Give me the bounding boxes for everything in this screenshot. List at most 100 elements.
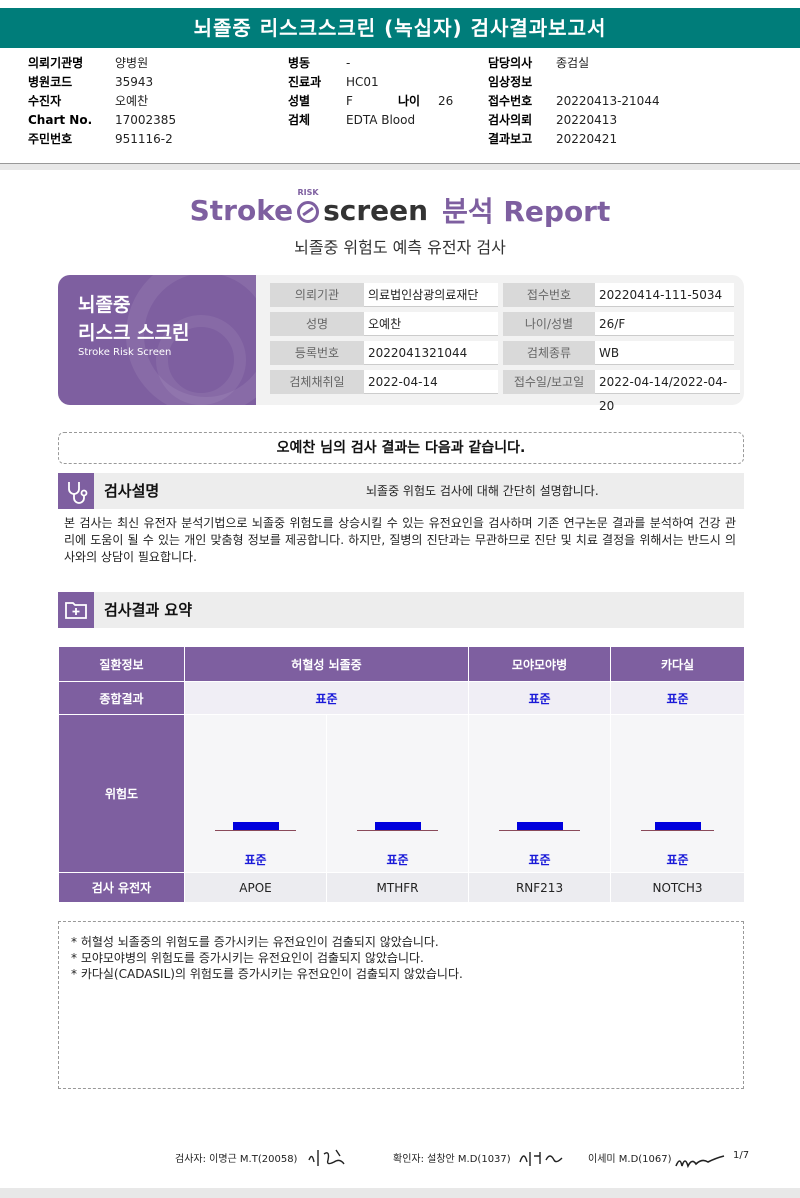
disease-ischemic-stroke: 허혈성 뇌졸중: [183, 646, 470, 682]
info-label: 검체채취일: [270, 370, 364, 394]
section-description-header: 검사설명 뇌졸중 위험도 검사에 대해 간단히 설명합니다.: [58, 473, 744, 509]
info-label: 등록번호: [270, 341, 364, 365]
header-key: 검사의뢰: [488, 113, 533, 127]
third-signature-icon: [675, 1155, 725, 1169]
header-key: 의뢰기관명: [28, 56, 84, 70]
section-description-summary: 뇌졸중 위험도 검사에 대해 간단히 설명합니다.: [366, 484, 599, 498]
table-header-genes: 검사 유전자: [58, 872, 185, 903]
header-key: 병동: [288, 56, 311, 70]
risk-level-bar: [654, 822, 701, 830]
header-value: EDTA Blood: [346, 113, 416, 127]
page-number: 1/7: [733, 1150, 750, 1161]
age-value: 26: [438, 94, 454, 108]
info-value: 오예찬: [364, 312, 498, 336]
section-result-title: 검사결과 요약: [104, 601, 193, 619]
header-value: 종검실: [556, 56, 590, 70]
gene-name: APOE: [184, 872, 327, 903]
header-col2: 병동 - 진료과 HC01 성별 F 나이 26 검체 EDTA Blood: [288, 54, 453, 130]
table-header-overall: 종합결과: [58, 681, 185, 715]
medical-folder-icon: [58, 592, 94, 628]
header-value: -: [346, 56, 351, 70]
info-label: 성명: [270, 312, 364, 336]
disease-cadasil: 카다실: [610, 646, 746, 682]
logo-risk: RISK: [297, 188, 319, 197]
info-label: 의뢰기관: [270, 283, 364, 307]
gene-name: RNF213: [468, 872, 612, 903]
header-value: 20220413-21044: [556, 94, 660, 108]
info-value: 2022041321044: [364, 341, 498, 365]
header-key: 접수번호: [488, 94, 533, 108]
risk-cell: 표준: [184, 714, 327, 873]
risk-mark-icon: RISK: [297, 188, 320, 223]
gene-name: NOTCH3: [610, 872, 746, 903]
table-header-disease: 질환정보: [58, 646, 185, 682]
header-key: 결과보고: [488, 132, 533, 146]
header-key: 검체: [288, 113, 311, 127]
section-result-header: 검사결과 요약: [58, 592, 744, 628]
header-col3: 담당의사 종검실 임상정보 접수번호 20220413-21044 검사의뢰 2022…: [488, 54, 660, 149]
note-item: * 허혈성 뇌졸중의 위험도를 증가시키는 유전요인이 검출되지 않았습니다.: [71, 935, 439, 949]
examiner-signature-icon: [308, 1149, 345, 1166]
age-key: 나이: [398, 94, 421, 108]
risk-level-bar: [232, 822, 279, 830]
risk-label: 표준: [386, 853, 409, 867]
footer-examiner: 검사자: 이명근 M.T(20058): [175, 1154, 298, 1165]
info-value: 2022-04-14/2022-04-20: [595, 370, 740, 413]
header-value: 20220413: [556, 113, 618, 127]
header-value: 35943: [115, 75, 154, 89]
report-logo: Stroke RISK screen 분석 Report: [0, 188, 800, 230]
header-value: 양병원: [115, 56, 149, 70]
footer-third: 이세미 M.D(1067): [588, 1154, 672, 1165]
logo-stroke: Stroke: [189, 193, 294, 227]
risk-label: 표준: [528, 853, 551, 867]
risk-level-bar: [374, 822, 421, 830]
header-key: 진료과: [288, 75, 322, 89]
header-value: HC01: [346, 75, 379, 89]
top-separator-band: [0, 164, 800, 170]
table-header-risk: 위험도: [58, 714, 185, 873]
brand-english: Stroke Risk Screen: [78, 347, 172, 358]
header-col1: 의뢰기관명 양병원 병원코드 35943 수진자 오예찬 Chart No. 17002…: [28, 54, 176, 149]
overall-result: 표준: [468, 681, 612, 715]
header-value: 951116-2: [115, 132, 173, 146]
description-body: 본 검사는 최신 유전자 분석기법으로 뇌졸중 위험도를 상승시킬 수 있는 유…: [64, 516, 736, 564]
header-key: 병원코드: [28, 75, 73, 89]
risk-cell: 표준: [325, 714, 470, 873]
result-notes: * 허혈성 뇌졸중의 위험도를 증가시키는 유전요인이 검출되지 않았습니다. …: [58, 921, 744, 1089]
risk-cell: 표준: [468, 714, 612, 873]
info-value: 의료법인삼광의료재단: [364, 283, 498, 307]
stethoscope-icon: [58, 473, 94, 509]
risk-label: 표준: [666, 853, 689, 867]
header-key: Chart No.: [28, 113, 93, 127]
brand-line1: 뇌졸중: [78, 294, 131, 316]
footer-confirmer: 확인자: 설창안 M.D(1037): [393, 1154, 511, 1165]
logo-screen: screen: [323, 193, 429, 227]
bottom-band: [0, 1188, 800, 1198]
logo-analysis: 분석 Report: [442, 195, 611, 228]
header-value: 20220421: [556, 132, 618, 146]
gene-name: MTHFR: [325, 872, 470, 903]
note-item: * 카다실(CADASIL)의 위험도를 증가시키는 유전요인이 검출되지 않았…: [71, 967, 463, 981]
header-value: 오예찬: [115, 94, 149, 108]
header-key: 주민번호: [28, 132, 73, 146]
info-label: 검체종류: [503, 341, 595, 365]
header-divider: [0, 163, 800, 164]
note-item: * 모야모야병의 위험도를 증가시키는 유전요인이 검출되지 않았습니다.: [71, 951, 424, 965]
info-value: 20220414-111-5034: [595, 283, 734, 307]
risk-label: 표준: [244, 853, 267, 867]
result-banner: 오예찬 님의 검사 결과는 다음과 같습니다.: [58, 432, 744, 464]
header-value: F: [346, 94, 353, 108]
info-label: 접수일/보고일: [503, 370, 595, 394]
header-key: 성별: [288, 94, 311, 108]
header-key: 담당의사: [488, 56, 533, 70]
confirmer-signature-icon: [519, 1152, 563, 1166]
risk-level-bar: [516, 822, 563, 830]
disease-moyamoya: 모야모야병: [468, 646, 612, 682]
header-value: 17002385: [115, 113, 177, 127]
risk-cell: 표준: [610, 714, 746, 873]
result-summary-table: 질환정보 허혈성 뇌졸중 모야모야병 카다실 종합결과 표준 표준 표준 위험도…: [58, 646, 746, 903]
info-value: 2022-04-14: [364, 370, 498, 394]
info-label: 접수번호: [503, 283, 595, 307]
info-label: 나이/성별: [503, 312, 595, 336]
section-description-title: 검사설명: [104, 482, 160, 500]
